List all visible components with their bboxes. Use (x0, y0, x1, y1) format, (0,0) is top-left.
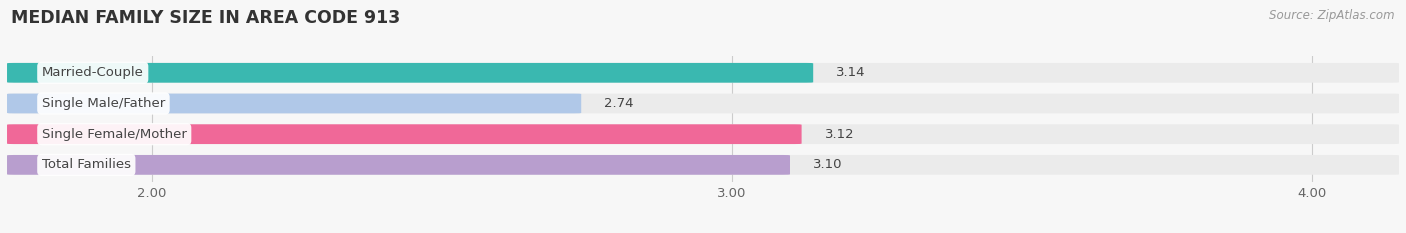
Text: Single Male/Father: Single Male/Father (42, 97, 165, 110)
FancyBboxPatch shape (7, 63, 1399, 83)
Text: 3.14: 3.14 (837, 66, 866, 79)
Text: 2.74: 2.74 (605, 97, 634, 110)
FancyBboxPatch shape (7, 124, 801, 144)
Text: MEDIAN FAMILY SIZE IN AREA CODE 913: MEDIAN FAMILY SIZE IN AREA CODE 913 (11, 9, 401, 27)
FancyBboxPatch shape (7, 155, 1399, 175)
Text: 3.10: 3.10 (813, 158, 842, 171)
Text: Total Families: Total Families (42, 158, 131, 171)
FancyBboxPatch shape (7, 124, 1399, 144)
FancyBboxPatch shape (7, 63, 813, 83)
Text: Single Female/Mother: Single Female/Mother (42, 128, 187, 141)
FancyBboxPatch shape (7, 94, 581, 113)
Text: Source: ZipAtlas.com: Source: ZipAtlas.com (1270, 9, 1395, 22)
Text: Married-Couple: Married-Couple (42, 66, 143, 79)
FancyBboxPatch shape (7, 94, 1399, 113)
Text: 3.12: 3.12 (825, 128, 855, 141)
FancyBboxPatch shape (7, 155, 790, 175)
